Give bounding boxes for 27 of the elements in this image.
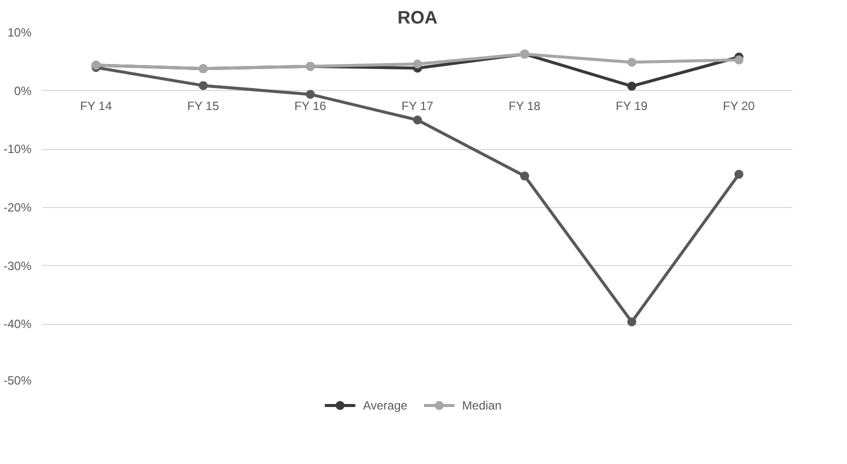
x-tick-label: FY 19 — [616, 98, 648, 113]
point — [198, 81, 208, 90]
x-tick-label: FY 20 — [722, 98, 756, 113]
y-tick-label: 10% — [7, 26, 32, 40]
y-tick-label: 0% — [14, 84, 32, 98]
point — [734, 55, 744, 64]
point — [413, 116, 422, 124]
y-tick-label: -10% — [3, 142, 32, 156]
point — [627, 58, 636, 67]
point — [627, 317, 636, 326]
x-tick-label: FY 14 — [80, 98, 112, 113]
point — [306, 90, 315, 99]
y-tick-label: -30% — [3, 258, 32, 273]
x-tick-label: FY 17 — [401, 98, 434, 113]
legend-label: Median — [462, 398, 502, 412]
y-tick-label: -20% — [3, 200, 32, 214]
point — [520, 172, 530, 180]
x-tick-label: FY 18 — [508, 98, 541, 113]
y-tick-label: -40% — [3, 317, 32, 332]
chart-title: ROA — [398, 8, 438, 28]
y-tick-label: -50% — [3, 374, 32, 388]
point — [627, 82, 636, 91]
legend-label: Average — [362, 398, 408, 412]
point — [413, 60, 422, 68]
point — [734, 170, 744, 179]
x-tick-label: FY 15 — [187, 98, 220, 113]
x-tick-label: FY 16 — [294, 98, 326, 113]
